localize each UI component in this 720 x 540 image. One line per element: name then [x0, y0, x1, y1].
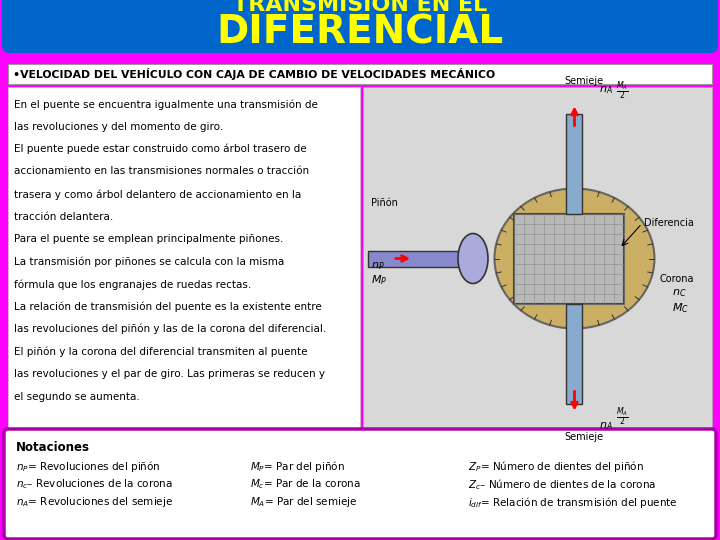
Text: $n_C$: $n_C$: [672, 288, 686, 299]
Text: $n_A$= Revoluciones del semieje: $n_A$= Revoluciones del semieje: [16, 495, 173, 509]
Text: $Z_c$– Número de dientes de la corona: $Z_c$– Número de dientes de la corona: [468, 477, 656, 492]
FancyBboxPatch shape: [2, 0, 718, 53]
Text: El puente puede estar construido como árbol trasero de: El puente puede estar construido como ár…: [14, 144, 307, 154]
Text: $\frac{M_A}{2}$: $\frac{M_A}{2}$: [616, 79, 629, 102]
Text: $Z_P$= Número de dientes del piñón: $Z_P$= Número de dientes del piñón: [468, 459, 644, 474]
Text: fórmula que los engranajes de ruedas rectas.: fórmula que los engranajes de ruedas rec…: [14, 279, 251, 289]
Text: En el puente se encuentra igualmente una transmisión de: En el puente se encuentra igualmente una…: [14, 99, 318, 110]
Text: las revoluciones y del momento de giro.: las revoluciones y del momento de giro.: [14, 122, 223, 132]
Ellipse shape: [495, 188, 654, 328]
Text: La transmisión por piñones se calcula con la misma: La transmisión por piñones se calcula co…: [14, 256, 284, 267]
Text: $n_P$= Revoluciones del piñón: $n_P$= Revoluciones del piñón: [16, 459, 161, 474]
Text: $M_P$= Par del piñón: $M_P$= Par del piñón: [250, 459, 345, 474]
Text: las revoluciones y el par de giro. Las primeras se reducen y: las revoluciones y el par de giro. Las p…: [14, 369, 325, 379]
Text: Semieje: Semieje: [564, 76, 603, 85]
Bar: [363, 87, 712, 430]
Ellipse shape: [458, 233, 488, 284]
Text: $M_P$: $M_P$: [371, 274, 387, 287]
Text: •VELOCIDAD DEL VEHÍCULO CON CAJA DE CAMBIO DE VELOCIDADES MECÁNICO: •VELOCIDAD DEL VEHÍCULO CON CAJA DE CAMB…: [13, 68, 495, 80]
Text: $M_A$= Par del semieje: $M_A$= Par del semieje: [250, 495, 357, 509]
Bar: [8, 64, 712, 84]
Text: Para el puente se emplean principalmente piñones.: Para el puente se emplean principalmente…: [14, 234, 284, 244]
Bar: [567, 113, 582, 213]
Text: $n_P$: $n_P$: [371, 261, 384, 272]
Text: Notaciones: Notaciones: [16, 441, 90, 454]
Text: $M_c$= Par de la corona: $M_c$= Par de la corona: [250, 477, 361, 491]
Text: las revoluciones del piñón y las de la corona del diferencial.: las revoluciones del piñón y las de la c…: [14, 324, 326, 334]
Text: $n_c$– Revoluciones de la corona: $n_c$– Revoluciones de la corona: [16, 477, 173, 491]
Text: La relación de transmisión del puente es la existente entre: La relación de transmisión del puente es…: [14, 301, 322, 312]
Text: $\frac{M_A}{2}$: $\frac{M_A}{2}$: [616, 405, 629, 428]
Text: $i_{dif}$= Relación de transmisión del puente: $i_{dif}$= Relación de transmisión del p…: [468, 495, 678, 510]
FancyBboxPatch shape: [4, 429, 716, 539]
Text: Diferencia: Diferencia: [644, 219, 694, 228]
Bar: [567, 303, 582, 403]
Text: El piñón y la corona del diferencial transmiten al puente: El piñón y la corona del diferencial tra…: [14, 347, 307, 357]
Text: DIFERENCIAL: DIFERENCIAL: [217, 13, 503, 51]
Text: accionamiento en las transmisiones normales o tracción: accionamiento en las transmisiones norma…: [14, 166, 309, 177]
Bar: [515, 213, 624, 303]
Text: $M_C$: $M_C$: [672, 302, 689, 315]
Text: $n_A$: $n_A$: [600, 85, 613, 97]
Text: Piñón: Piñón: [371, 199, 398, 208]
Text: el segundo se aumenta.: el segundo se aumenta.: [14, 392, 140, 402]
Text: TRANSMISIÓN EN EL: TRANSMISIÓN EN EL: [233, 0, 487, 15]
Text: $n_A$: $n_A$: [600, 421, 613, 433]
Text: tracción delantera.: tracción delantera.: [14, 212, 113, 221]
Text: Semieje: Semieje: [564, 431, 603, 442]
Text: Corona: Corona: [660, 273, 695, 284]
Bar: [368, 251, 478, 267]
Text: trasera y como árbol delantero de accionamiento en la: trasera y como árbol delantero de accion…: [14, 189, 301, 199]
Bar: [8, 87, 360, 430]
